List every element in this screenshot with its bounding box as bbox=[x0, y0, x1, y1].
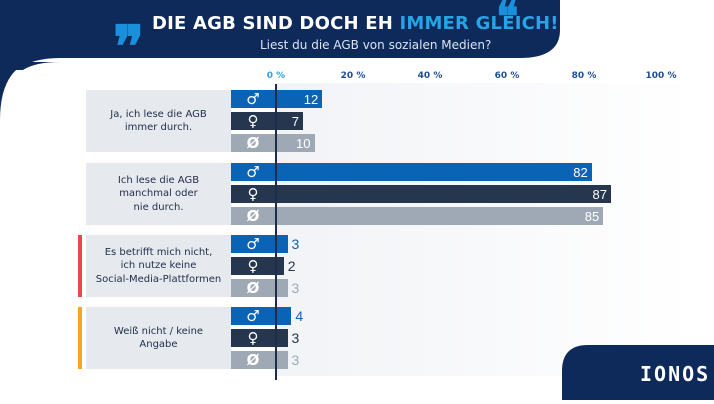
category-box: Es betrifft mich nicht, ich nutze keine … bbox=[86, 235, 231, 297]
category-accent-bar bbox=[78, 307, 82, 369]
header-banner bbox=[0, 0, 560, 70]
bar-average bbox=[276, 207, 604, 225]
bar-average bbox=[276, 351, 288, 369]
value-label: 7 bbox=[291, 113, 299, 129]
male-symbol-icon: ♂ bbox=[231, 90, 275, 108]
female-symbol-icon: ♀ bbox=[231, 329, 275, 347]
x-tick-label: 100 % bbox=[645, 71, 677, 81]
value-label: 4 bbox=[295, 308, 304, 324]
bar-average bbox=[276, 279, 288, 297]
female-symbol-icon: ♀ bbox=[231, 185, 275, 203]
value-label: 87 bbox=[592, 186, 607, 202]
x-tick-label: 20 % bbox=[340, 71, 366, 81]
value-label: 12 bbox=[303, 91, 319, 107]
female-symbol-icon: ♀ bbox=[231, 257, 275, 275]
chart-subtitle: Liest du die AGB von sozialen Medien? bbox=[260, 38, 492, 52]
chart-title: DIE AGB SIND DOCH EH IMMER GLEICH! bbox=[152, 13, 559, 34]
zero-axis-line bbox=[275, 84, 277, 380]
category-box: Ich lese die AGB manchmal oder nie durch… bbox=[86, 163, 231, 225]
x-tick-label: 60 % bbox=[494, 71, 520, 81]
category-box: Weiß nicht / keine Angabe bbox=[86, 307, 231, 369]
value-label: 10 bbox=[296, 135, 311, 151]
category-label: Ja, ich lese die AGB immer durch. bbox=[110, 108, 207, 134]
average-symbol-icon: Ø bbox=[231, 207, 275, 225]
average-symbol-icon: Ø bbox=[231, 279, 275, 297]
category-label: Weiß nicht / keine Angabe bbox=[113, 325, 204, 351]
male-symbol-icon: ♂ bbox=[231, 307, 275, 325]
value-label: 2 bbox=[287, 258, 296, 274]
female-symbol-icon: ♀ bbox=[231, 112, 275, 130]
banner-curve bbox=[0, 40, 60, 120]
bar-female bbox=[276, 257, 284, 275]
bar-average bbox=[276, 134, 315, 152]
x-tick-label: 40 % bbox=[417, 71, 443, 81]
bar-female bbox=[276, 112, 303, 130]
quote-close-icon: ❝ bbox=[496, 0, 519, 41]
x-tick-label: 0 % bbox=[266, 71, 286, 81]
value-label: 3 bbox=[291, 236, 300, 252]
bar-male bbox=[276, 90, 323, 108]
plot-background bbox=[276, 83, 696, 376]
category-label: Ich lese die AGB manchmal oder nie durch… bbox=[117, 174, 200, 213]
category-box: Ja, ich lese die AGB immer durch. bbox=[86, 90, 231, 152]
value-label: 82 bbox=[573, 164, 588, 180]
quote-open-icon: ❞ bbox=[113, 13, 145, 81]
male-symbol-icon: ♂ bbox=[231, 235, 275, 253]
male-symbol-icon: ♂ bbox=[231, 163, 275, 181]
bar-female bbox=[276, 329, 288, 347]
bar-female bbox=[276, 185, 611, 203]
average-symbol-icon: Ø bbox=[231, 134, 275, 152]
logo-background bbox=[562, 345, 714, 400]
category-label: Es betrifft mich nicht, ich nutze keine … bbox=[95, 246, 222, 285]
value-label: 3 bbox=[291, 352, 300, 368]
value-label: 3 bbox=[291, 330, 300, 346]
value-label: 85 bbox=[584, 208, 600, 224]
chart-title-accent: IMMER GLEICH! bbox=[399, 13, 559, 34]
bar-male bbox=[276, 235, 288, 253]
category-accent-bar bbox=[78, 235, 82, 297]
ionos-logo: IONOS bbox=[640, 362, 711, 386]
value-label: 3 bbox=[291, 280, 300, 296]
bar-male bbox=[276, 163, 592, 181]
bar-male bbox=[276, 307, 292, 325]
x-tick-label: 80 % bbox=[571, 71, 597, 81]
average-symbol-icon: Ø bbox=[231, 351, 275, 369]
